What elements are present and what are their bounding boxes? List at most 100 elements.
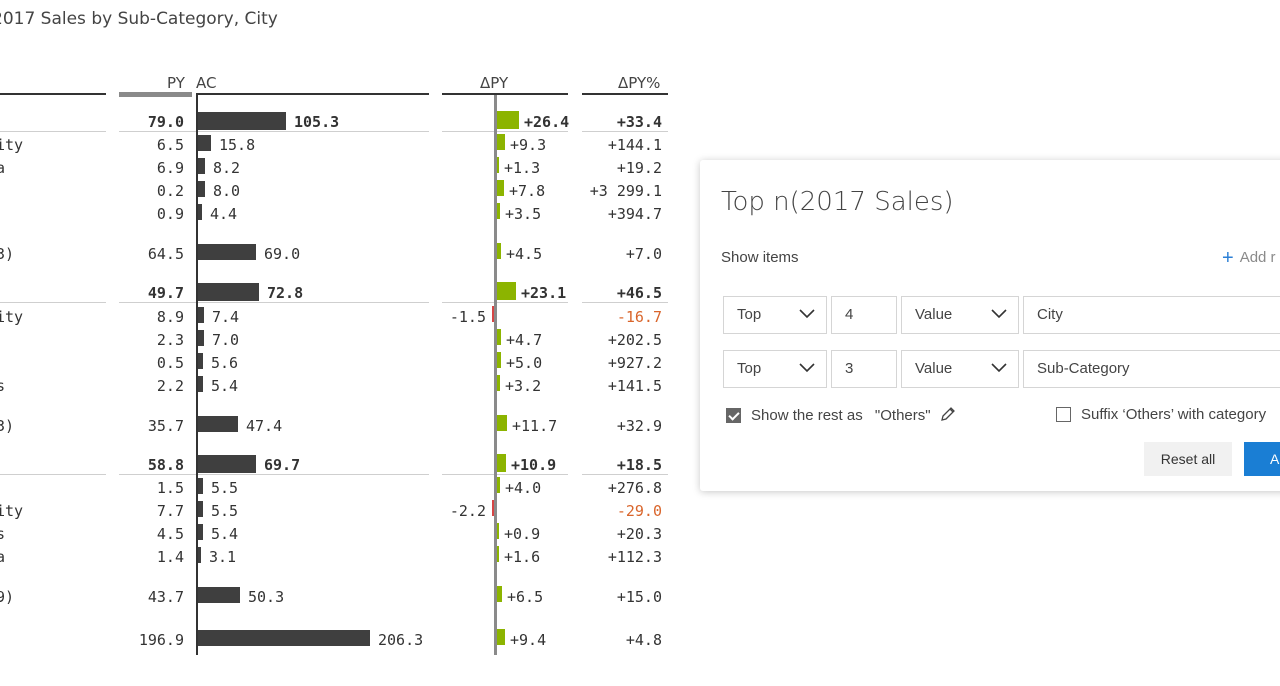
rule-1-mode-select[interactable]: Value xyxy=(901,296,1019,334)
ac-bar xyxy=(198,283,259,301)
rule-2-mode-select[interactable]: Value xyxy=(901,350,1019,388)
ac-bar xyxy=(198,376,203,392)
apply-button[interactable]: A xyxy=(1244,442,1280,476)
reset-all-button[interactable]: Reset all xyxy=(1144,442,1232,476)
ac-bar xyxy=(198,587,240,603)
row-ac-value: 47.4 xyxy=(246,417,283,435)
delta-py-bar xyxy=(497,111,519,129)
row-delta-py-pct-value: +4.8 xyxy=(625,631,662,649)
rule-1-count-value: 4 xyxy=(845,306,854,323)
row-ac-value: 5.5 xyxy=(211,502,239,520)
rule-1-field-select[interactable]: City xyxy=(1023,296,1280,334)
table-row: 9) 43.7 50.3 +6.5 +15.0 xyxy=(0,586,670,607)
row-py-value: 58.8 xyxy=(147,456,184,474)
row-delta-py-pct-value: +20.3 xyxy=(616,525,662,543)
rule-2-field-select[interactable]: Sub-Category xyxy=(1023,350,1280,388)
row-delta-py-pct-value: -29.0 xyxy=(616,502,662,520)
row-delta-py-value: +5.0 xyxy=(506,354,543,372)
row-delta-py-pct-value: +144.1 xyxy=(607,136,662,154)
row-delta-py-pct-value: +276.8 xyxy=(607,479,662,497)
table-row: ity 7.7 5.5 -2.2 -29.0 xyxy=(0,500,670,521)
group-separator xyxy=(198,474,429,475)
row-delta-py-value: +4.5 xyxy=(506,245,543,263)
row-category-label: ity xyxy=(0,136,24,154)
show-rest-option: Show the rest as "Others" xyxy=(726,406,956,424)
row-delta-py-pct-value: +18.5 xyxy=(616,456,662,474)
header-delta-py-pct: ΔPY% xyxy=(618,74,661,92)
ac-bar xyxy=(198,330,204,346)
row-py-value: 1.5 xyxy=(156,479,184,497)
row-ac-value: 206.3 xyxy=(378,631,424,649)
ac-bar xyxy=(198,204,202,220)
delta-py-bar xyxy=(497,282,516,300)
table-row: 3) 35.7 47.4 +11.7 +32.9 xyxy=(0,415,670,436)
table-row: ity 8.9 7.4 -1.5 -16.7 xyxy=(0,306,670,327)
rule-2-direction-select[interactable]: Top xyxy=(723,350,827,388)
chevron-down-icon xyxy=(799,309,815,319)
chevron-down-icon xyxy=(799,363,815,373)
row-delta-py-value: +11.7 xyxy=(512,417,558,435)
rule-1-direction-select[interactable]: Top xyxy=(723,296,827,334)
row-delta-py-value: +3.2 xyxy=(505,377,542,395)
row-delta-py-value: +1.3 xyxy=(504,159,541,177)
row-delta-py-pct-value: +927.2 xyxy=(607,354,662,372)
row-category-label: s xyxy=(0,377,6,395)
table-row: 0.9 4.4 +3.5 +394.7 xyxy=(0,203,670,224)
table-row: 2.3 7.0 +4.7 +202.5 xyxy=(0,329,670,350)
row-py-value: 4.5 xyxy=(156,525,184,543)
delta-py-bar xyxy=(497,134,505,150)
add-rule-button[interactable]: + Add r xyxy=(1222,247,1276,270)
row-delta-py-value: -1.5 xyxy=(449,308,486,326)
header-rule-delta-py xyxy=(442,93,568,95)
show-rest-checkbox[interactable] xyxy=(726,408,741,423)
row-ac-value: 8.0 xyxy=(213,182,241,200)
delta-py-bar xyxy=(497,180,504,196)
group-separator xyxy=(0,302,106,303)
row-category-label: 3) xyxy=(0,417,15,435)
table-row: 0.5 5.6 +5.0 +927.2 xyxy=(0,352,670,373)
ac-bar xyxy=(198,244,256,260)
row-delta-py-value: +23.1 xyxy=(521,284,567,302)
group-separator xyxy=(119,302,196,303)
row-py-value: 1.4 xyxy=(156,548,184,566)
rule-2-direction-value: Top xyxy=(737,360,762,377)
row-category-label: a xyxy=(0,159,6,177)
pencil-icon[interactable] xyxy=(940,406,956,422)
ac-bar xyxy=(198,478,203,494)
delta-py-bar xyxy=(497,586,502,602)
row-ac-value: 72.8 xyxy=(267,284,304,302)
others-name-text[interactable]: "Others" xyxy=(874,407,931,424)
table-row: a 1.4 3.1 +1.6 +112.3 xyxy=(0,546,670,567)
row-delta-py-value: +3.5 xyxy=(505,205,542,223)
chevron-down-icon xyxy=(991,309,1007,319)
suffix-checkbox[interactable] xyxy=(1056,407,1071,422)
rule-1-count-input[interactable]: 4 xyxy=(831,296,897,334)
header-ac: AC xyxy=(196,74,217,92)
group-separator xyxy=(0,131,106,132)
ac-bar xyxy=(198,630,370,646)
row-delta-py-pct-value: +141.5 xyxy=(607,377,662,395)
chevron-down-icon xyxy=(991,363,1007,373)
table-row: s 2.2 5.4 +3.2 +141.5 xyxy=(0,375,670,396)
row-py-value: 0.9 xyxy=(156,205,184,223)
rule-2-count-input[interactable]: 3 xyxy=(831,350,897,388)
row-delta-py-value: +26.4 xyxy=(524,113,570,131)
table-row: s 4.5 5.4 +0.9 +20.3 xyxy=(0,523,670,544)
row-py-value: 8.9 xyxy=(156,308,184,326)
row-delta-py-pct-value: +15.0 xyxy=(616,588,662,606)
delta-py-bar xyxy=(497,352,501,368)
header-rule-delta-py-pct xyxy=(582,93,668,95)
table-row: 49.7 72.8 +23.1 +46.5 xyxy=(0,282,670,303)
row-ac-value: 15.8 xyxy=(219,136,256,154)
report-title: 2017 Sales by Sub-Category, City xyxy=(0,9,278,29)
delta-py-bar xyxy=(492,306,494,322)
header-delta-py: ΔPY xyxy=(480,74,509,92)
group-separator xyxy=(442,474,494,475)
row-ac-value: 5.4 xyxy=(211,377,239,395)
table-row: a 6.9 8.2 +1.3 +19.2 xyxy=(0,157,670,178)
rule-1-field-value: City xyxy=(1037,306,1063,323)
group-separator xyxy=(497,131,568,132)
row-py-value: 0.2 xyxy=(156,182,184,200)
row-delta-py-pct-value: +46.5 xyxy=(616,284,662,302)
row-delta-py-pct-value: -16.7 xyxy=(616,308,662,326)
